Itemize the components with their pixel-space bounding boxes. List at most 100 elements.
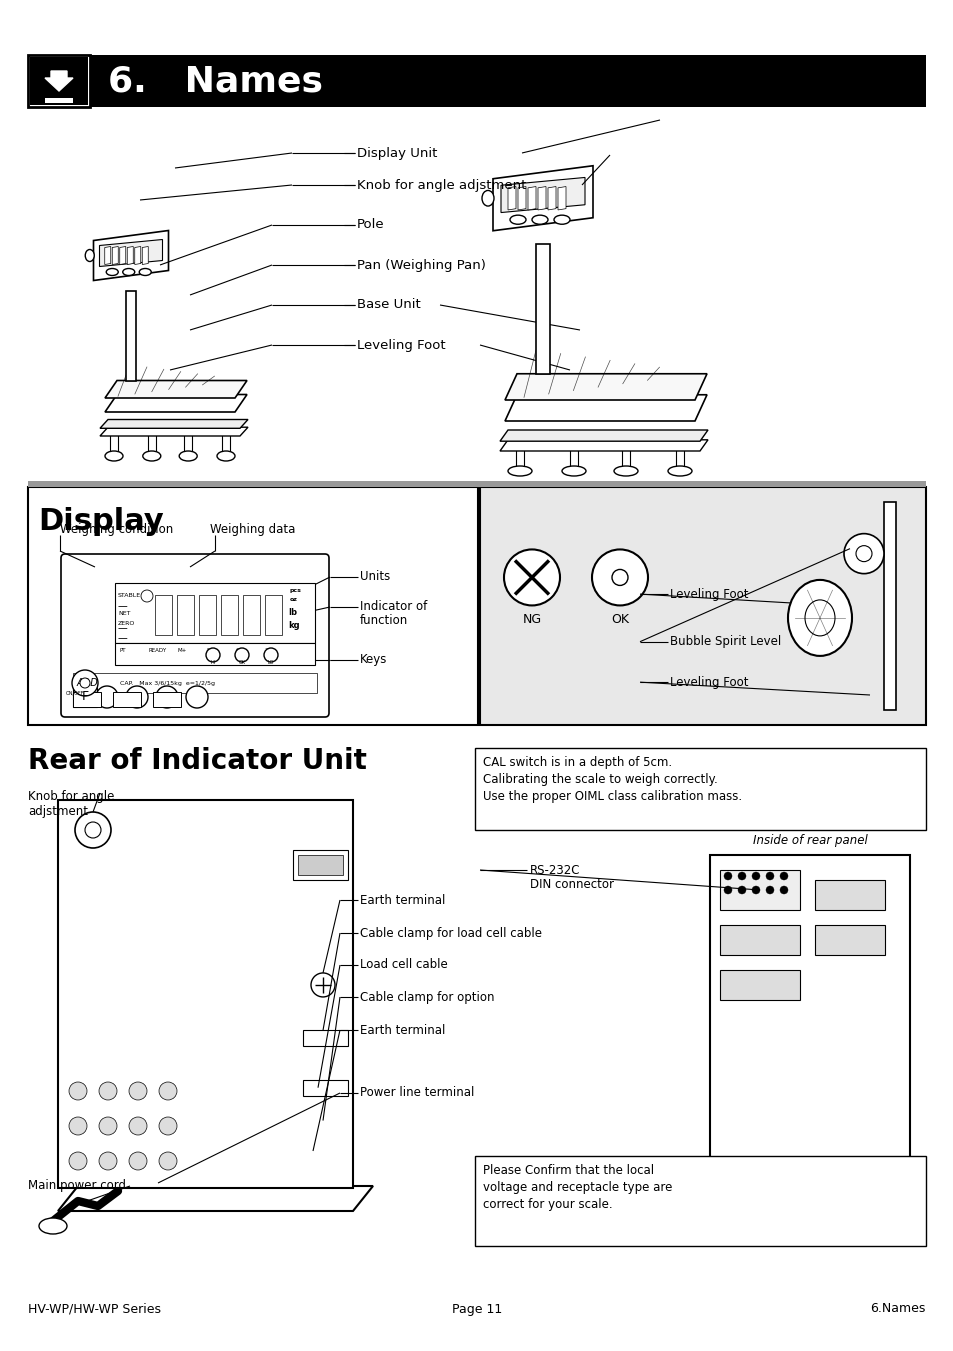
Text: Leveling Foot: Leveling Foot xyxy=(669,676,748,689)
Text: PT: PT xyxy=(120,648,127,653)
Text: 3kg: 3kg xyxy=(265,648,275,653)
Ellipse shape xyxy=(507,466,532,476)
Polygon shape xyxy=(105,381,247,399)
Polygon shape xyxy=(493,166,593,231)
Text: Rear of Indicator Unit: Rear of Indicator Unit xyxy=(28,747,367,775)
Polygon shape xyxy=(500,177,584,212)
Text: kg: kg xyxy=(288,621,299,630)
Text: Weighing condition: Weighing condition xyxy=(60,523,173,535)
Ellipse shape xyxy=(69,1082,87,1100)
Text: Pan (Weighing Pan): Pan (Weighing Pan) xyxy=(356,258,485,272)
Ellipse shape xyxy=(738,886,745,894)
Ellipse shape xyxy=(765,886,773,894)
Bar xyxy=(126,290,136,381)
Text: HI: HI xyxy=(211,659,215,665)
Ellipse shape xyxy=(612,569,627,585)
Bar xyxy=(199,594,215,635)
Polygon shape xyxy=(120,246,126,265)
Ellipse shape xyxy=(126,686,148,708)
Bar xyxy=(115,584,314,643)
Ellipse shape xyxy=(738,871,745,880)
Bar xyxy=(720,870,800,911)
Ellipse shape xyxy=(106,269,118,276)
Polygon shape xyxy=(558,186,565,209)
Ellipse shape xyxy=(264,648,277,662)
Polygon shape xyxy=(517,186,525,209)
Ellipse shape xyxy=(765,871,773,880)
Ellipse shape xyxy=(554,215,569,224)
Ellipse shape xyxy=(723,886,731,894)
Ellipse shape xyxy=(39,1219,67,1233)
Ellipse shape xyxy=(139,269,152,276)
Bar xyxy=(676,449,683,469)
Text: Indicator of: Indicator of xyxy=(359,600,427,613)
Polygon shape xyxy=(499,430,707,442)
Ellipse shape xyxy=(99,1117,117,1135)
Text: OK: OK xyxy=(610,613,628,627)
Bar xyxy=(243,594,260,635)
Bar xyxy=(720,970,800,1000)
Text: Cable clamp for load cell cable: Cable clamp for load cell cable xyxy=(359,927,541,939)
Ellipse shape xyxy=(129,1082,147,1100)
Text: DIN connector: DIN connector xyxy=(530,878,614,890)
Text: A&D: A&D xyxy=(77,678,99,688)
Bar xyxy=(293,850,348,880)
Text: pcs: pcs xyxy=(290,588,301,593)
Text: ON/OFF: ON/OFF xyxy=(66,690,84,696)
Ellipse shape xyxy=(159,1082,177,1100)
Text: Units: Units xyxy=(359,570,390,584)
Polygon shape xyxy=(527,186,536,209)
Ellipse shape xyxy=(71,670,98,696)
Ellipse shape xyxy=(234,648,249,662)
Ellipse shape xyxy=(723,871,731,880)
Bar xyxy=(479,486,925,725)
Bar xyxy=(148,434,155,454)
Bar xyxy=(536,243,550,374)
Ellipse shape xyxy=(129,1117,147,1135)
Ellipse shape xyxy=(614,466,638,476)
Polygon shape xyxy=(507,186,516,209)
Bar xyxy=(115,643,314,665)
Text: M+: M+ xyxy=(178,648,187,653)
Bar xyxy=(30,57,88,105)
Ellipse shape xyxy=(69,1152,87,1170)
Text: Main power cord: Main power cord xyxy=(28,1179,126,1193)
Polygon shape xyxy=(93,231,169,281)
Text: Leveling Foot: Leveling Foot xyxy=(356,339,445,351)
Polygon shape xyxy=(537,186,545,209)
Text: 6.Names: 6.Names xyxy=(870,1302,925,1316)
Polygon shape xyxy=(99,239,162,266)
Bar xyxy=(814,925,884,955)
Text: oz: oz xyxy=(290,597,297,603)
Bar xyxy=(709,855,909,1186)
Bar xyxy=(883,503,895,711)
Text: —: — xyxy=(118,634,128,643)
Bar xyxy=(222,434,230,454)
Text: READY: READY xyxy=(149,648,167,653)
Bar xyxy=(110,434,118,454)
Bar xyxy=(221,594,237,635)
Bar xyxy=(112,692,141,707)
Bar xyxy=(303,1031,348,1047)
Polygon shape xyxy=(58,1186,373,1210)
Ellipse shape xyxy=(751,886,760,894)
Text: —: — xyxy=(118,601,128,611)
Ellipse shape xyxy=(843,534,883,574)
Ellipse shape xyxy=(179,451,197,461)
Ellipse shape xyxy=(123,269,134,276)
Bar xyxy=(720,925,800,955)
Ellipse shape xyxy=(561,466,585,476)
Bar xyxy=(621,449,629,469)
Polygon shape xyxy=(499,440,707,451)
Text: Inside of rear panel: Inside of rear panel xyxy=(752,834,866,847)
Bar xyxy=(516,449,523,469)
Text: Load cell cable: Load cell cable xyxy=(359,958,447,971)
Ellipse shape xyxy=(532,215,547,224)
Text: Display: Display xyxy=(38,507,164,536)
Ellipse shape xyxy=(592,550,647,605)
Text: Bubble Spirit Level: Bubble Spirit Level xyxy=(669,635,781,648)
Text: Weighing data: Weighing data xyxy=(210,523,295,535)
Text: Please Confirm that the local
voltage and receptacle type are
correct for your s: Please Confirm that the local voltage an… xyxy=(482,1165,672,1210)
Text: function: function xyxy=(359,615,408,627)
Bar xyxy=(177,594,193,635)
